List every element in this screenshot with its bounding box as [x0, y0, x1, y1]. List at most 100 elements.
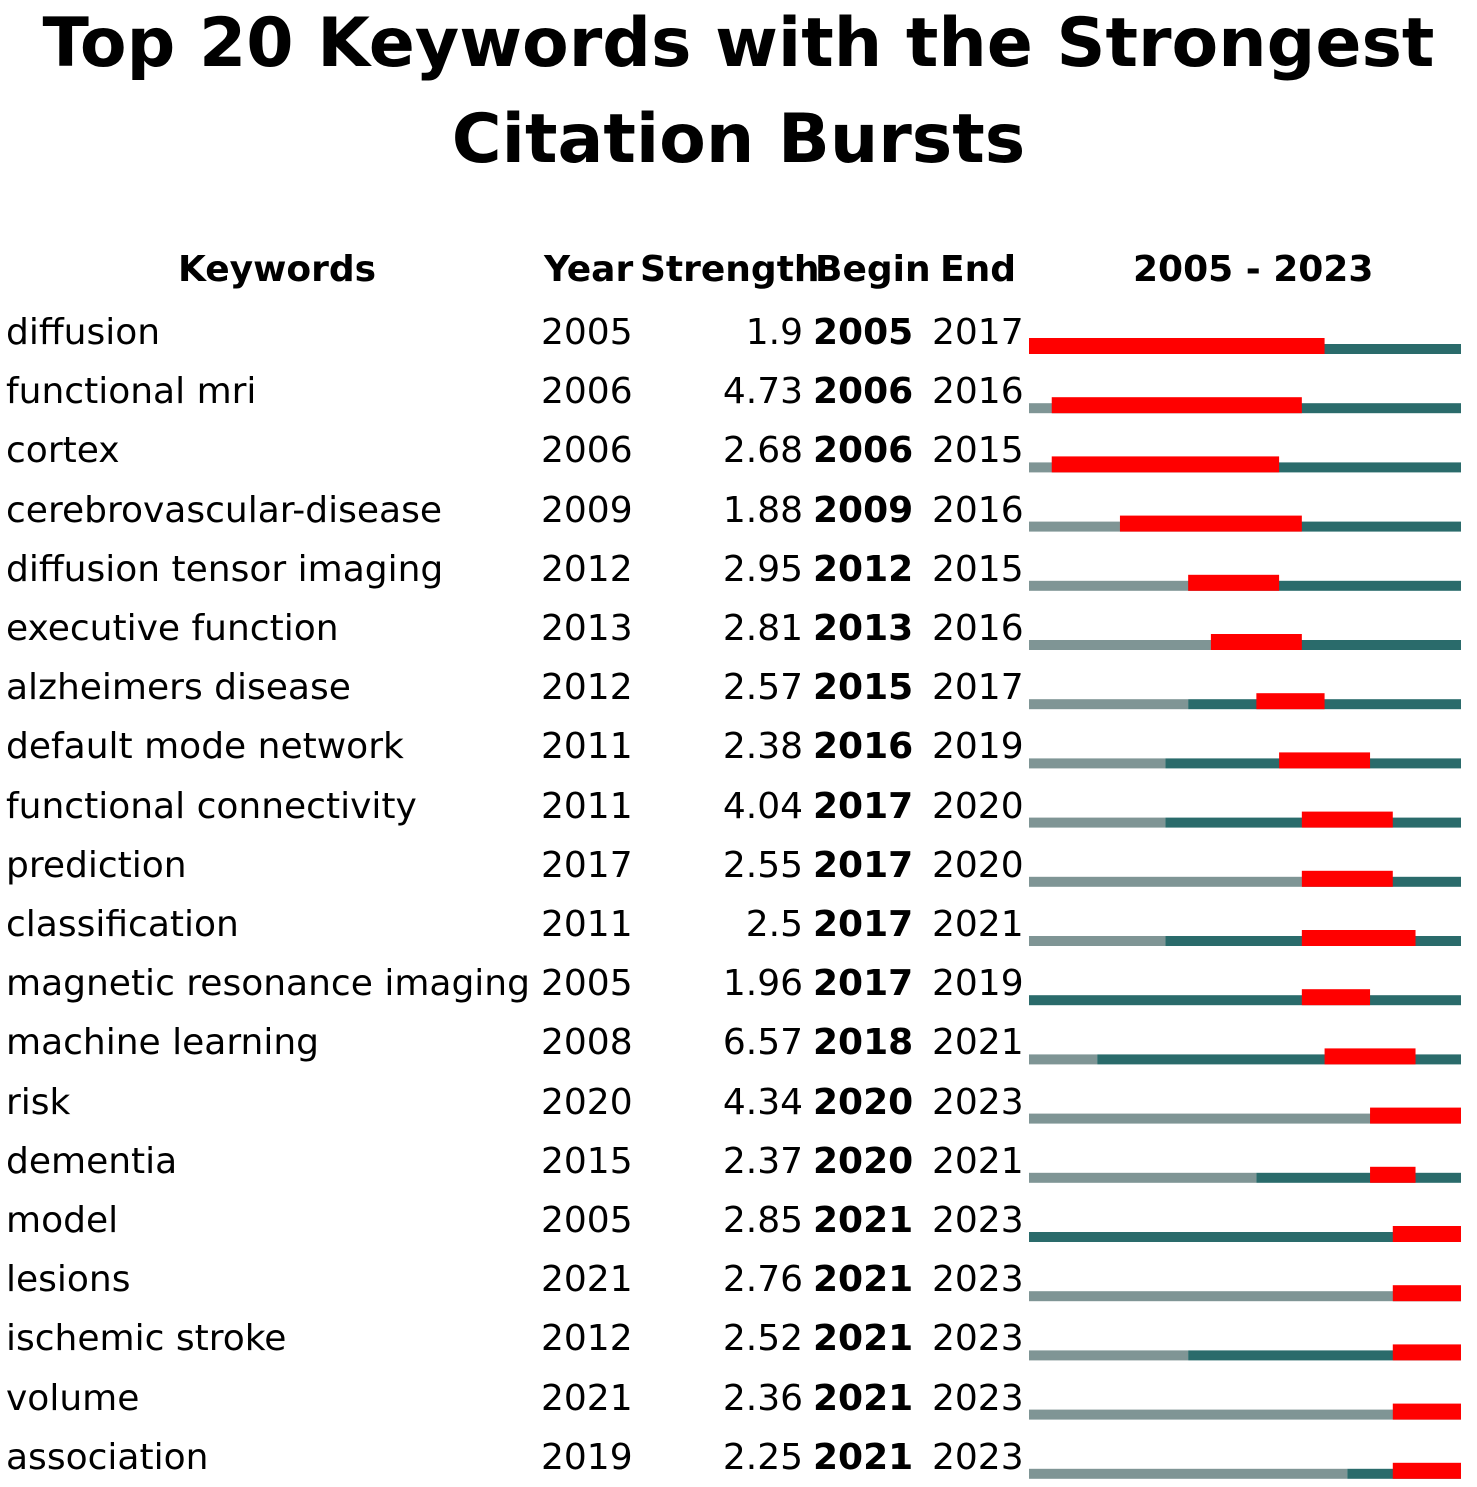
end-cell: 2015	[932, 430, 1024, 472]
begin-cell: 2006	[813, 430, 914, 472]
burst-bar	[1392, 1285, 1461, 1302]
year-cell: 2005	[541, 312, 633, 353]
timeline-inactive-segment	[1029, 876, 1302, 887]
header-year: Year	[544, 249, 634, 290]
timeline-inactive-segment	[1029, 1468, 1348, 1479]
keyword-cell: alzheimers disease	[6, 667, 351, 709]
burst-bar	[1370, 1107, 1461, 1124]
timeline-inactive-segment	[1029, 817, 1166, 828]
end-cell: 2021	[932, 1140, 1024, 1182]
keyword-cell: executive function	[6, 608, 339, 649]
strength-cell: 4.34	[722, 1081, 803, 1123]
begin-cell: 2005	[813, 312, 914, 353]
timeline-inactive-segment	[1029, 521, 1120, 532]
begin-cell: 2017	[813, 844, 914, 886]
strength-cell: 1.9	[745, 312, 803, 353]
strength-cell: 6.57	[722, 1022, 803, 1064]
begin-cell: 2021	[813, 1200, 914, 1241]
begin-cell: 2016	[813, 726, 914, 768]
year-cell: 2011	[541, 726, 633, 768]
strength-cell: 2.55	[722, 844, 803, 886]
keyword-cell: cerebrovascular-disease	[6, 489, 442, 531]
end-cell: 2021	[932, 1022, 1024, 1064]
year-cell: 2011	[541, 785, 633, 827]
year-cell: 2021	[541, 1259, 633, 1301]
end-cell: 2017	[932, 312, 1024, 353]
chart-title-line-2: Citation Bursts	[451, 100, 1026, 179]
begin-cell: 2021	[813, 1377, 914, 1419]
keyword-cell: association	[6, 1436, 209, 1478]
keyword-cell: functional connectivity	[6, 785, 417, 827]
header-end: End	[940, 249, 1016, 290]
end-cell: 2015	[932, 548, 1024, 590]
timeline-active-segment	[1256, 1172, 1461, 1183]
burst-bar	[1051, 397, 1302, 414]
strength-cell: 2.68	[722, 430, 803, 472]
year-cell: 2006	[541, 371, 633, 413]
end-cell: 2023	[932, 1436, 1024, 1478]
begin-cell: 2006	[813, 371, 914, 413]
keyword-cell: cortex	[6, 430, 120, 472]
end-cell: 2023	[932, 1081, 1024, 1123]
strength-cell: 2.52	[722, 1318, 803, 1360]
keyword-cell: volume	[6, 1377, 140, 1419]
end-cell: 2023	[932, 1377, 1024, 1419]
year-cell: 2012	[541, 667, 633, 709]
timeline-inactive-segment	[1029, 403, 1052, 414]
strength-cell: 2.76	[722, 1259, 803, 1301]
keyword-cell: diffusion	[6, 312, 161, 353]
strength-cell: 2.36	[722, 1377, 803, 1419]
keyword-cell: model	[6, 1200, 119, 1241]
timeline-active-segment	[1188, 1350, 1461, 1361]
begin-cell: 2009	[813, 489, 914, 531]
begin-cell: 2017	[813, 785, 914, 827]
keyword-cell: ischemic stroke	[6, 1318, 287, 1360]
strength-cell: 2.37	[722, 1140, 803, 1182]
keyword-cell: diffusion tensor imaging	[6, 548, 444, 590]
timeline-inactive-segment	[1029, 640, 1211, 650]
burst-bar	[1301, 989, 1371, 1006]
year-cell: 2019	[541, 1436, 633, 1478]
chart-title-line-1: Top 20 Keywords with the Strongest	[42, 4, 1435, 83]
burst-bar	[1392, 1226, 1461, 1242]
end-cell: 2023	[932, 1200, 1024, 1241]
burst-bar	[1392, 1462, 1461, 1479]
year-cell: 2006	[541, 430, 633, 472]
begin-cell: 2013	[813, 608, 914, 649]
timeline-inactive-segment	[1029, 580, 1189, 591]
keyword-cell: machine learning	[6, 1022, 320, 1064]
strength-cell: 2.95	[722, 548, 803, 590]
begin-cell: 2021	[813, 1436, 914, 1478]
keyword-cell: default mode network	[6, 726, 404, 768]
year-cell: 2012	[541, 548, 633, 590]
begin-cell: 2012	[813, 548, 914, 590]
keyword-cell: classification	[6, 904, 239, 945]
begin-cell: 2018	[813, 1022, 914, 1064]
burst-bar	[1210, 634, 1302, 650]
burst-bar	[1392, 1403, 1461, 1420]
burst-bar	[1392, 1344, 1461, 1361]
strength-cell: 2.85	[722, 1200, 803, 1241]
strength-cell: 4.04	[722, 785, 803, 827]
end-cell: 2016	[932, 371, 1024, 413]
burst-bar	[1119, 515, 1302, 532]
timeline-active-segment	[1210, 640, 1461, 650]
burst-bar	[1301, 811, 1393, 828]
keyword-cell: lesions	[6, 1259, 131, 1301]
timeline-inactive-segment	[1029, 1350, 1189, 1361]
year-cell: 2017	[541, 844, 633, 886]
burst-bar	[1256, 693, 1325, 710]
begin-cell: 2021	[813, 1318, 914, 1360]
keyword-cell: prediction	[6, 844, 187, 886]
keyword-cell: functional mri	[6, 371, 257, 413]
year-cell: 2015	[541, 1140, 633, 1182]
strength-cell: 2.25	[722, 1436, 803, 1478]
keyword-cell: risk	[6, 1081, 71, 1123]
year-cell: 2012	[541, 1318, 633, 1360]
strength-cell: 1.96	[722, 963, 803, 1005]
burst-bar	[1188, 574, 1280, 591]
end-cell: 2021	[932, 904, 1024, 945]
timeline-inactive-segment	[1029, 699, 1189, 710]
